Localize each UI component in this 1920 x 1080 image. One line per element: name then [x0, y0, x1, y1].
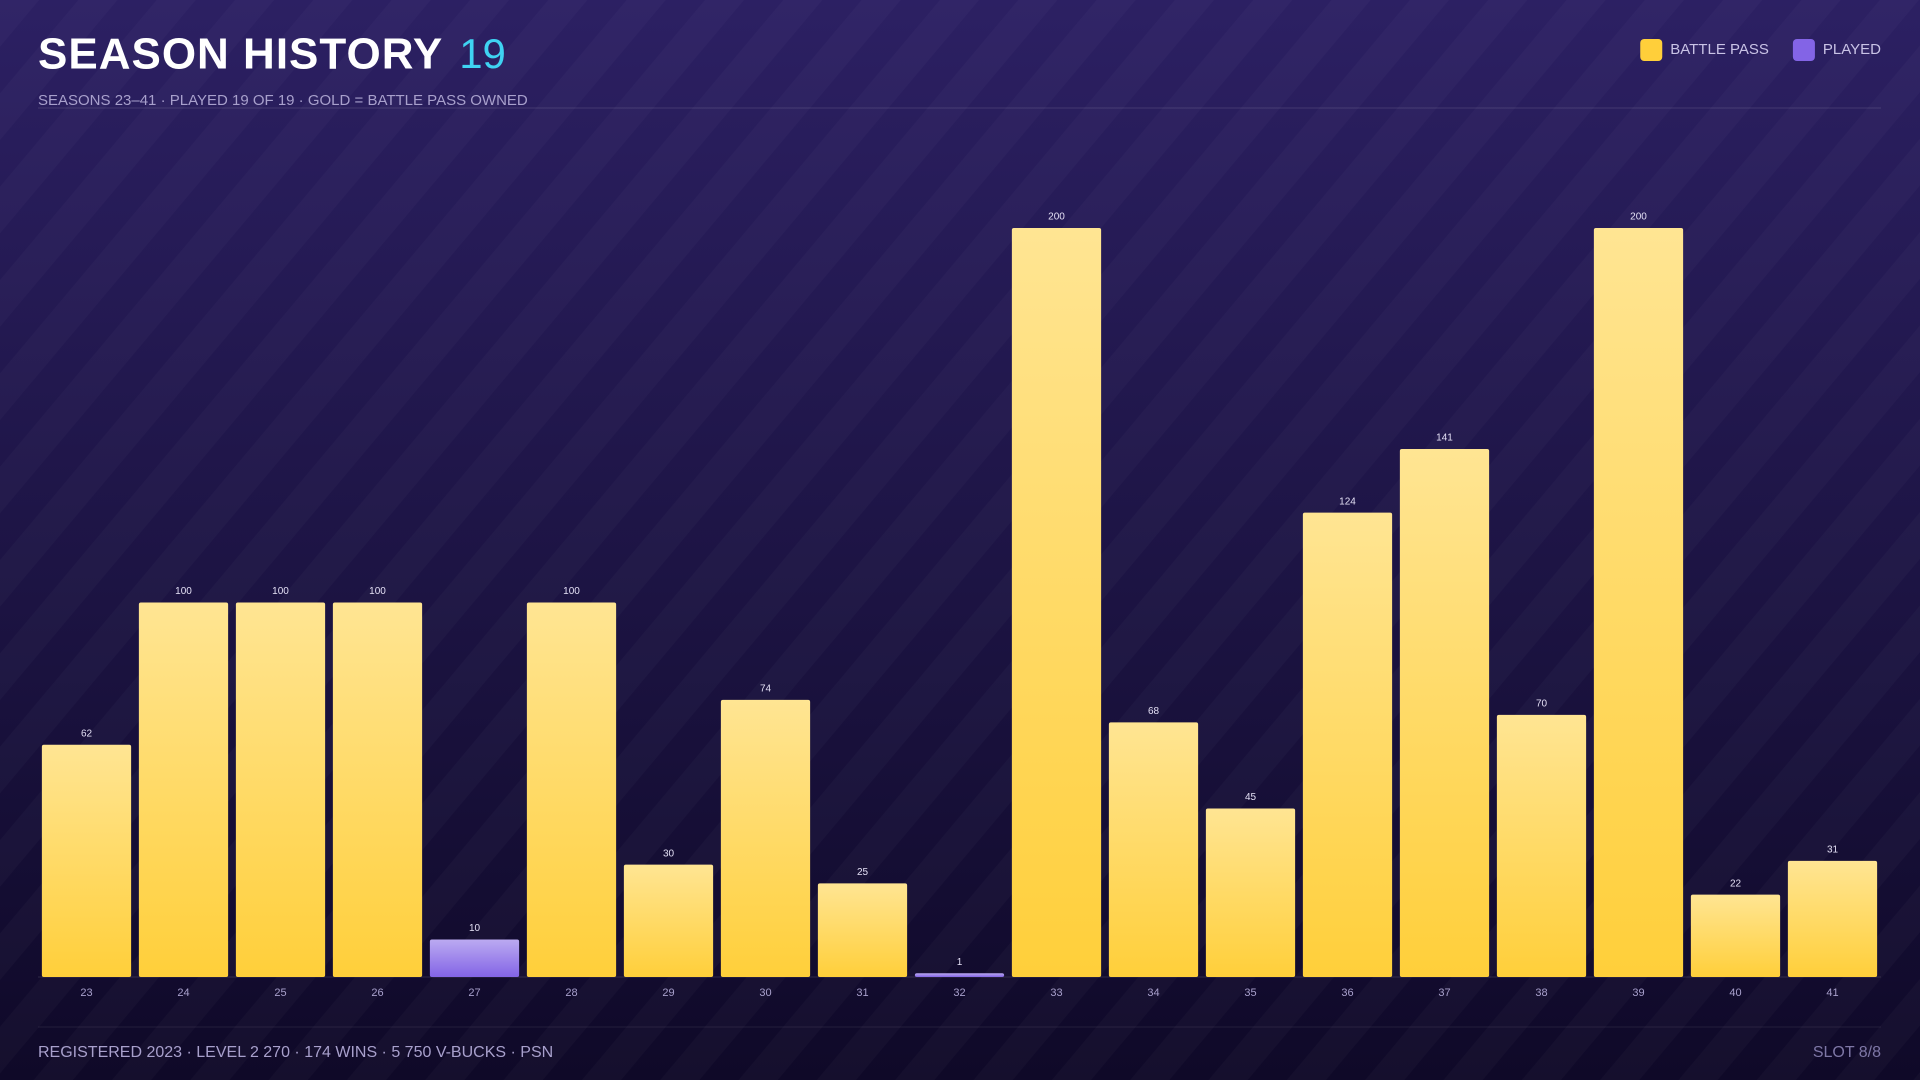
legend-swatch — [1792, 39, 1815, 61]
x-tick-label: 29 — [662, 987, 674, 999]
x-tick-label: 33 — [1050, 987, 1062, 999]
value-label: 70 — [1536, 698, 1548, 709]
x-tick-label: 28 — [565, 987, 577, 999]
bar — [1787, 860, 1878, 977]
footer-stats: REGISTERED 2023 · LEVEL 2 270 · 174 WINS… — [38, 1044, 553, 1061]
bar — [914, 973, 1005, 977]
x-tick-label: 36 — [1341, 987, 1353, 999]
bar — [720, 699, 811, 977]
value-label: 31 — [1827, 845, 1839, 856]
x-tick-label: 31 — [856, 987, 868, 999]
value-label: 141 — [1436, 433, 1453, 444]
x-tick-label: 27 — [468, 987, 480, 999]
bar — [1108, 722, 1199, 977]
x-tick-label: 35 — [1244, 987, 1256, 999]
x-tick-label: 39 — [1632, 987, 1644, 999]
legend-label: BATTLE PASS — [1670, 41, 1769, 58]
bar — [1593, 228, 1684, 977]
bar — [235, 602, 326, 977]
value-label: 74 — [760, 684, 772, 695]
subtitle: SEASONS 23–41 · PLAYED 19 OF 19 · GOLD =… — [38, 92, 528, 109]
x-tick-label: 40 — [1729, 987, 1741, 999]
x-tick-label: 24 — [177, 987, 189, 999]
value-label: 100 — [369, 586, 386, 597]
x-tick-label: 32 — [953, 987, 965, 999]
bar — [623, 864, 714, 977]
x-tick-label: 26 — [371, 987, 383, 999]
bar — [1399, 448, 1490, 978]
x-tick-label: 23 — [80, 987, 92, 999]
bar — [138, 602, 229, 977]
value-label: 22 — [1730, 878, 1742, 889]
value-label: 62 — [81, 728, 93, 739]
value-label: 25 — [857, 867, 869, 878]
x-tick-label: 34 — [1147, 987, 1159, 999]
value-label: 124 — [1339, 496, 1356, 507]
x-tick-label: 38 — [1535, 987, 1547, 999]
value-label: 100 — [272, 586, 289, 597]
bar — [429, 939, 520, 977]
x-tick-label: 25 — [274, 987, 286, 999]
legend: PLAYED BATTLE PASS — [1640, 39, 1881, 61]
value-label: 68 — [1148, 706, 1160, 717]
bar — [1690, 894, 1781, 977]
value-label: 30 — [663, 848, 675, 859]
x-tick-label: 30 — [759, 987, 771, 999]
bar — [1011, 228, 1102, 977]
title-count: 19 — [459, 30, 506, 77]
value-label: 200 — [1630, 212, 1647, 223]
value-label: 1 — [957, 957, 963, 968]
legend-label: PLAYED — [1823, 41, 1881, 58]
legend-swatch — [1640, 39, 1663, 61]
chart-title: SEASON HISTORY — [38, 30, 443, 79]
value-label: 100 — [563, 586, 580, 597]
bar — [526, 602, 617, 977]
value-label: 100 — [175, 586, 192, 597]
bar — [1205, 808, 1296, 977]
bar — [1496, 714, 1587, 977]
bar — [41, 744, 132, 977]
x-tick-label: 37 — [1438, 987, 1450, 999]
value-label: 200 — [1048, 212, 1065, 223]
value-label: 10 — [469, 923, 481, 934]
bar — [332, 602, 423, 977]
bar — [1302, 512, 1393, 977]
value-label: 45 — [1245, 792, 1257, 803]
footer-slot: SLOT 8/8 — [1813, 1044, 1881, 1061]
x-tick-label: 41 — [1826, 987, 1838, 999]
bar — [817, 883, 908, 977]
